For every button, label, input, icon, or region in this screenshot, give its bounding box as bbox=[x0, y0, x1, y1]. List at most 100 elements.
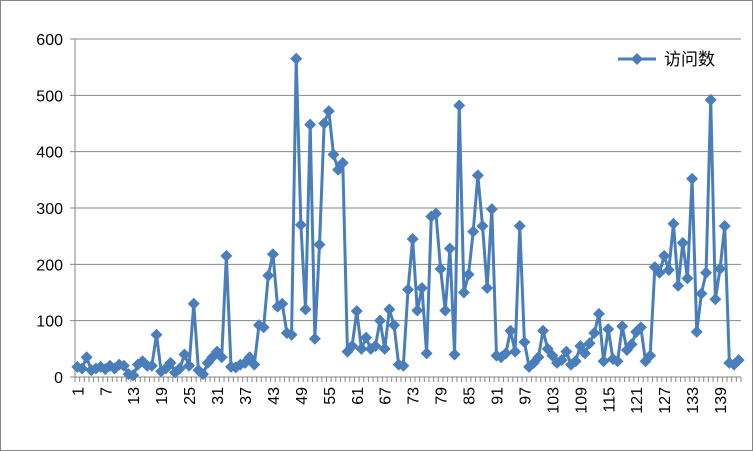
data-point bbox=[220, 249, 233, 262]
data-point bbox=[718, 220, 731, 233]
data-point bbox=[658, 249, 671, 262]
data-point bbox=[462, 268, 475, 281]
data-point bbox=[439, 304, 452, 317]
data-point bbox=[695, 287, 708, 300]
data-point bbox=[509, 345, 522, 358]
data-point bbox=[402, 283, 414, 296]
data-point bbox=[313, 238, 326, 251]
data-point bbox=[625, 338, 638, 351]
data-point bbox=[322, 105, 335, 118]
data-point bbox=[406, 232, 419, 245]
data-point bbox=[537, 324, 550, 337]
data-point bbox=[127, 369, 140, 382]
x-tick-label: 127 bbox=[657, 387, 674, 414]
data-point bbox=[597, 355, 610, 368]
data-point bbox=[346, 340, 359, 353]
x-tick-label: 43 bbox=[266, 387, 283, 405]
data-point bbox=[336, 156, 349, 169]
data-point bbox=[290, 52, 303, 65]
data-point bbox=[173, 362, 186, 375]
gridlines bbox=[75, 38, 741, 322]
x-tick-label: 1 bbox=[70, 387, 87, 396]
data-point bbox=[262, 269, 275, 282]
data-point bbox=[471, 169, 484, 182]
data-point bbox=[700, 266, 713, 279]
data-point bbox=[644, 349, 657, 362]
data-point bbox=[504, 324, 517, 337]
x-tick-label: 103 bbox=[545, 387, 562, 414]
data-point bbox=[499, 347, 512, 360]
y-tick-label: 400 bbox=[36, 145, 63, 162]
data-point bbox=[420, 347, 433, 360]
y-tick-label: 500 bbox=[36, 88, 63, 105]
data-point bbox=[686, 172, 699, 185]
data-point bbox=[388, 319, 401, 332]
data-point bbox=[592, 307, 605, 320]
data-point bbox=[476, 220, 489, 233]
x-tick-label: 25 bbox=[182, 387, 199, 405]
data-point bbox=[183, 359, 196, 372]
data-point bbox=[653, 266, 666, 279]
x-tick-label: 97 bbox=[517, 387, 534, 405]
data-point bbox=[453, 99, 466, 112]
axes: 0 100 200 300 400 500 600 1 7 13 19 25 31 37 43 49 55 61 6… bbox=[36, 32, 742, 414]
x-tick-label: 61 bbox=[350, 387, 367, 405]
x-tick-label: 13 bbox=[126, 387, 143, 405]
legend: 访问数 bbox=[618, 50, 715, 70]
data-point bbox=[513, 220, 526, 233]
data-point bbox=[378, 342, 391, 355]
data-point bbox=[397, 359, 410, 372]
data-point bbox=[285, 328, 298, 341]
data-point bbox=[714, 262, 727, 275]
data-point bbox=[634, 321, 647, 334]
data-point bbox=[588, 327, 601, 340]
data-point bbox=[266, 248, 279, 261]
data-point bbox=[299, 303, 312, 316]
x-tick-label: 79 bbox=[434, 387, 451, 405]
data-point bbox=[667, 217, 680, 230]
data-point bbox=[276, 297, 289, 310]
data-point bbox=[429, 207, 442, 220]
x-tick-label: 109 bbox=[573, 387, 590, 414]
data-point bbox=[318, 117, 331, 130]
data-point bbox=[616, 320, 629, 333]
x-tick-label: 49 bbox=[294, 387, 311, 405]
y-tick-label: 200 bbox=[36, 257, 63, 274]
data-point bbox=[117, 359, 130, 372]
x-tick-label: 121 bbox=[629, 387, 646, 414]
x-tick-label: 31 bbox=[210, 387, 227, 405]
x-tick-label: 85 bbox=[462, 387, 479, 405]
data-point bbox=[304, 118, 317, 131]
data-point bbox=[443, 242, 456, 255]
y-tick-label: 0 bbox=[54, 370, 63, 387]
x-tick-label: 115 bbox=[601, 387, 618, 413]
data-point bbox=[555, 354, 568, 367]
data-point bbox=[481, 281, 494, 294]
data-point bbox=[448, 348, 461, 361]
data-point bbox=[75, 362, 88, 375]
data-point bbox=[434, 262, 447, 275]
data-point bbox=[560, 345, 573, 358]
data-point bbox=[248, 358, 261, 371]
data-point bbox=[704, 93, 717, 106]
series-layer bbox=[71, 52, 745, 382]
data-point bbox=[164, 356, 177, 369]
data-point bbox=[80, 351, 93, 364]
data-point bbox=[485, 203, 498, 216]
data-point bbox=[602, 323, 615, 336]
data-point bbox=[308, 332, 321, 345]
data-point bbox=[145, 359, 158, 372]
data-point bbox=[327, 148, 340, 161]
data-point bbox=[583, 337, 596, 350]
data-point bbox=[150, 328, 163, 341]
data-point bbox=[569, 355, 582, 368]
x-tick-label: 91 bbox=[489, 387, 506, 405]
data-point bbox=[690, 325, 703, 338]
data-point bbox=[709, 293, 722, 306]
data-point bbox=[369, 340, 382, 353]
data-point bbox=[257, 321, 270, 334]
x-tick-label: 73 bbox=[406, 387, 423, 405]
data-point bbox=[374, 314, 387, 327]
data-point bbox=[197, 368, 210, 381]
